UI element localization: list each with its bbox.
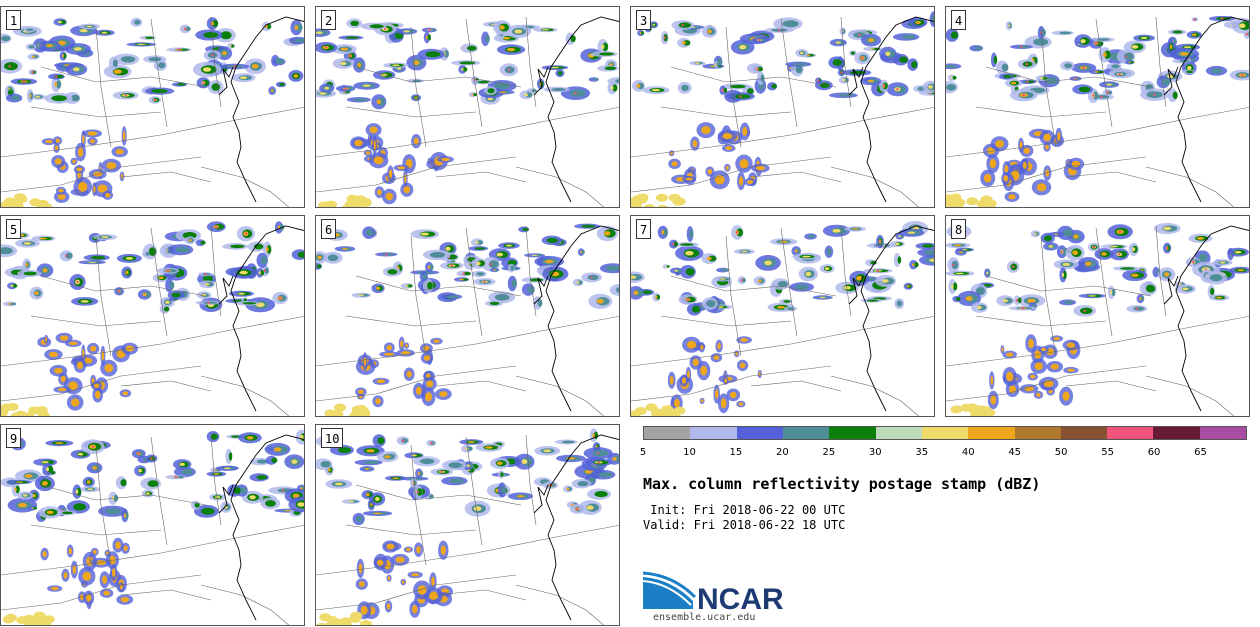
colorbar-tick: 55 <box>1101 447 1114 458</box>
colorbar-tick: 25 <box>822 447 836 458</box>
colorbar-segment <box>921 427 969 439</box>
ncar-logo: NCAR <box>642 571 793 623</box>
reflectivity-map <box>946 15 1249 207</box>
colorbar-segment <box>736 427 783 439</box>
panel-number-label: 9 <box>6 428 22 448</box>
postage-stamp-panel-2: 2 <box>315 6 620 208</box>
reflectivity-map <box>631 11 934 207</box>
panel-number-label: 10 <box>321 428 344 448</box>
panel-number-label: 8 <box>951 219 967 239</box>
colorbar-tick: 35 <box>915 447 929 458</box>
plot-title: Max. column reflectivity postage stamp (… <box>643 475 1041 493</box>
colorbar-segment <box>875 427 922 439</box>
colorbar-segment <box>782 427 830 439</box>
colorbar-segment <box>829 427 876 439</box>
colorbar-segment <box>1153 427 1200 439</box>
postage-stamp-panel-3: 3 <box>630 6 935 208</box>
reflectivity-map <box>316 428 619 625</box>
colorbar-segment <box>690 427 737 439</box>
reflectivity-map <box>1 429 304 625</box>
colorbar-tick: 20 <box>776 447 789 458</box>
postage-stamp-panel-6: 6 <box>315 215 620 417</box>
reflectivity-map <box>316 16 619 207</box>
postage-stamp-panel-10: 10 <box>315 424 620 626</box>
postage-stamp-panel-1: 1 <box>0 6 305 208</box>
colorbar-segment <box>968 427 1015 439</box>
panel-number-label: 1 <box>6 10 22 30</box>
postage-stamp-panel-4: 4 <box>945 6 1250 208</box>
panel-number-label: 4 <box>951 10 967 30</box>
reflectivity-map <box>946 222 1249 416</box>
postage-stamp-panel-7: 7 <box>630 215 935 417</box>
colorbar-tick: 10 <box>683 447 696 458</box>
colorbar-tick: 15 <box>729 447 743 458</box>
reflectivity-map <box>316 223 619 416</box>
colorbar-tick: 60 <box>1147 447 1161 458</box>
colorbar-segment <box>1107 427 1154 439</box>
colorbar-segment <box>1060 427 1108 439</box>
reflectivity-map <box>631 220 934 416</box>
init-time: Init: Fri 2018-06-22 00 UTC <box>643 503 846 517</box>
panel-number-label: 7 <box>636 219 652 239</box>
colorbar-tick: 65 <box>1194 447 1207 458</box>
ncar-logo-text: NCAR <box>697 583 784 616</box>
colorbar-tick-labels: 5 10 15 20 25 30 35 40 45 50 55 60 65 <box>639 447 1247 461</box>
colorbar-segment <box>1014 427 1061 439</box>
reflectivity-map <box>1 16 304 207</box>
panel-number-label: 3 <box>636 10 652 30</box>
postage-stamp-panel-8: 8 <box>945 215 1250 417</box>
panel-number-label: 2 <box>321 10 337 30</box>
colorbar-tick: 5 <box>639 447 647 458</box>
reflectivity-map <box>1 221 304 416</box>
panel-number-label: 6 <box>321 219 337 239</box>
colorbar-segment <box>1199 427 1247 439</box>
colorbar-segment <box>644 427 691 439</box>
postage-stamp-panel-5: 5 <box>0 215 305 417</box>
colorbar-tick: 40 <box>961 447 975 458</box>
valid-time: Valid: Fri 2018-06-22 18 UTC <box>643 518 846 532</box>
logo-url: ensemble.ucar.edu <box>653 612 756 623</box>
postage-stamp-panel-9: 9 <box>0 424 305 626</box>
reflectivity-colorbar <box>643 426 1247 440</box>
colorbar-tick: 45 <box>1008 447 1022 458</box>
colorbar-tick: 50 <box>1054 447 1068 458</box>
colorbar-tick: 30 <box>868 447 882 458</box>
panel-number-label: 5 <box>6 219 22 239</box>
